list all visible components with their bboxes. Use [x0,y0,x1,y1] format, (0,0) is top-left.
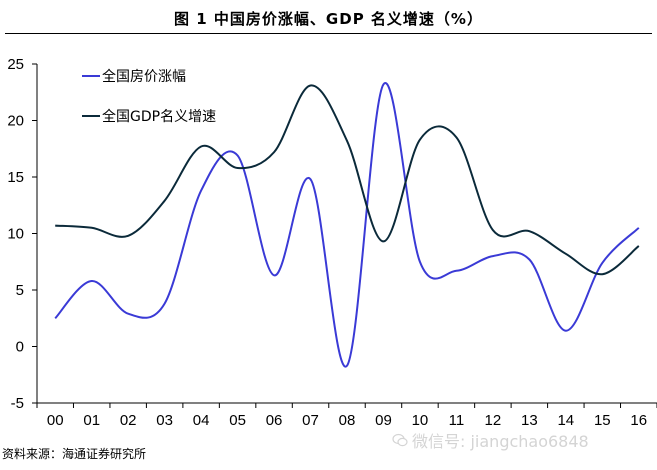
data-point [638,245,640,247]
x-tick-label: 00 [47,412,64,429]
data-point [310,84,312,86]
legend-entry-gdp: 全国GDP名义增速 [102,108,216,125]
watermark-text: 微信号: jiangchao6848 [412,432,589,451]
y-tick-label: 10 [7,226,24,243]
figure-title: 图 1 中国房价涨幅、GDP 名义增速（%） [174,10,483,28]
y-tick-label: 25 [7,56,24,73]
x-tick-labels: 00 01 02 03 04 05 06 07 08 09 10 11 12 13 14 15 16 [47,412,647,429]
x-tick-label: 14 [557,412,574,429]
data-point [164,200,166,202]
data-point [273,151,275,153]
data-point [419,139,421,141]
x-tick-label: 16 [630,412,647,429]
data-point [601,262,603,264]
y-tick-label: 15 [7,169,24,186]
x-tick-label: 15 [594,412,611,429]
data-point [382,83,384,85]
data-point [601,273,603,275]
legend-entry-house-price: 全国房价涨幅 [102,68,186,85]
y-tick-label: 20 [7,113,24,130]
data-point [127,313,129,315]
data-point [565,253,567,255]
data-point [455,136,457,138]
data-point [419,261,421,263]
x-tick-label: 13 [521,412,538,429]
data-point [310,178,312,180]
watermark: 微信号: jiangchao6848 [392,428,589,452]
x-tick-label: 09 [375,412,392,429]
source-note: 资料来源：海通证券研究所 [2,447,147,461]
x-tick-label: 05 [229,412,246,429]
data-point [237,155,239,157]
data-point [54,225,56,227]
x-tick-label: 04 [193,412,210,429]
x-tick-label: 02 [120,412,137,429]
data-point [455,270,457,272]
data-point [382,240,384,242]
x-tick-label: 12 [485,412,502,429]
title-divider [5,33,652,34]
data-point [127,235,129,237]
y-tick-label: -5 [11,395,24,412]
data-point [565,330,567,332]
data-point [346,140,348,142]
series-lines [54,82,640,368]
data-point [200,145,202,147]
wechat-icon [392,433,408,447]
x-tick-label: 06 [266,412,283,429]
data-point [528,258,530,260]
x-tick-label: 03 [156,412,173,429]
data-point [54,317,56,319]
y-tick-label: 0 [16,339,24,356]
data-point [492,229,494,231]
data-point [91,280,93,282]
data-point [91,227,93,229]
data-point [528,230,530,232]
y-tick-label: 5 [16,282,24,299]
series-line-gdp [55,84,640,276]
data-point [638,227,640,229]
chart-axes [32,63,657,408]
data-point [237,167,239,169]
data-point [200,190,202,192]
x-tick-label: 08 [339,412,356,429]
data-point [164,303,166,305]
data-point [273,274,275,276]
x-tick-label: 07 [302,412,319,429]
data-point [346,365,348,367]
x-tick-label: 11 [449,412,465,429]
x-tick-label: 01 [83,412,100,429]
x-tick-label: 10 [412,412,429,429]
data-point [492,255,494,257]
series-line-house-price [54,82,640,368]
y-tick-labels: -5 0 5 10 15 20 25 [7,56,24,412]
